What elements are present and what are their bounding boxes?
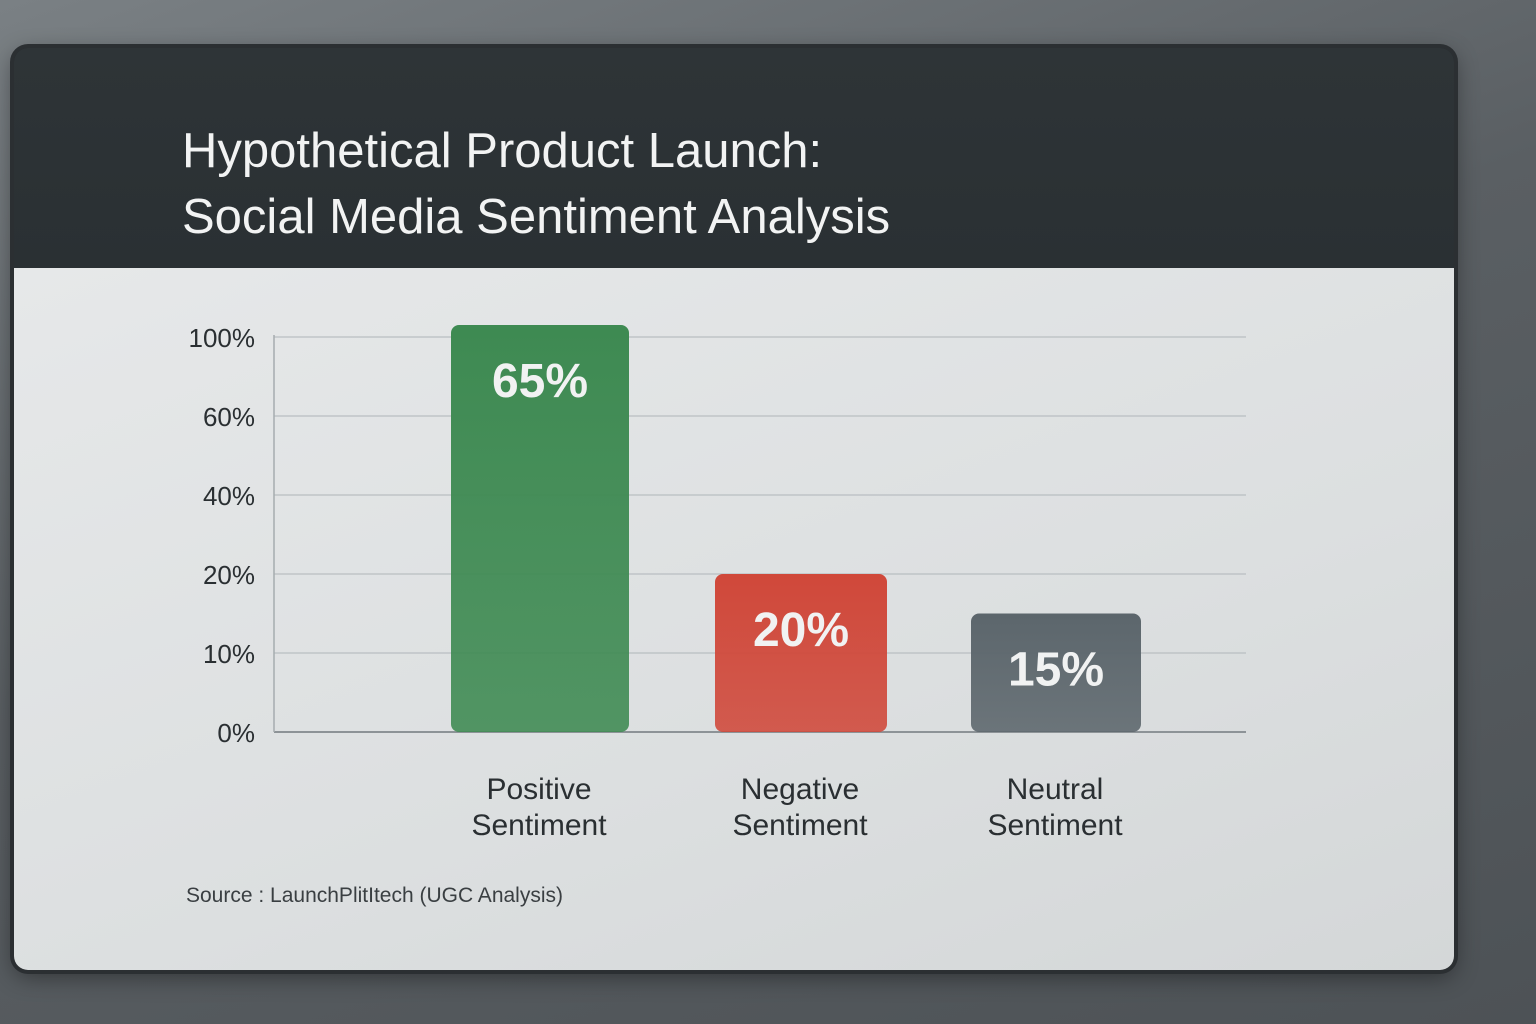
bar-data-label: 15% bbox=[1008, 644, 1104, 697]
bar-data-label: 20% bbox=[753, 604, 849, 657]
y-tick-label: 60% bbox=[203, 402, 255, 432]
y-tick-label: 0% bbox=[217, 718, 255, 748]
monitor-screen: Hypothetical Product Launch: Social Medi… bbox=[14, 48, 1454, 970]
chart-panel: 0% 10% 20% 40% 60% 100% 65% Positive Sentiment 20… bbox=[14, 268, 1454, 970]
x-category-label: Neutral bbox=[1007, 773, 1104, 806]
y-tick-label: 20% bbox=[203, 560, 255, 590]
chart-title-line-2: Social Media Sentiment Analysis bbox=[182, 190, 891, 244]
x-category-label: Sentiment bbox=[471, 809, 607, 842]
x-category-label: Negative bbox=[741, 773, 859, 806]
y-tick-label: 40% bbox=[203, 481, 255, 511]
x-category-label: Sentiment bbox=[987, 809, 1123, 842]
bar-1 bbox=[715, 574, 887, 732]
y-tick-label: 10% bbox=[203, 639, 255, 669]
chart-title-line-1: Hypothetical Product Launch: bbox=[182, 124, 823, 178]
bar-2 bbox=[971, 613, 1141, 732]
x-category-label: Positive bbox=[486, 773, 591, 806]
title-banner: Hypothetical Product Launch: Social Medi… bbox=[14, 48, 1454, 268]
bar-0 bbox=[451, 325, 629, 732]
bar-data-label: 65% bbox=[492, 355, 588, 408]
chart-title: Hypothetical Product Launch: Social Medi… bbox=[182, 118, 1282, 250]
source-note: Source : LaunchPlitItech (UGC Analysis) bbox=[186, 884, 563, 907]
y-tick-label: 100% bbox=[189, 323, 256, 353]
sentiment-bar-chart: 0%10%20%40%60%100%65%PositiveSentiment20… bbox=[189, 323, 1246, 842]
x-category-label: Sentiment bbox=[732, 809, 868, 842]
